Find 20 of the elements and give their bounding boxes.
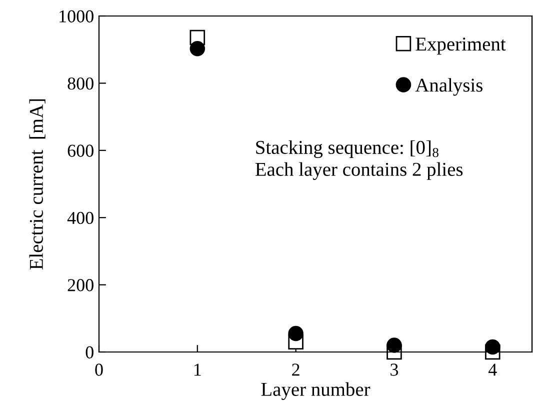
point <box>386 338 402 353</box>
y-tick-label: 200 <box>68 279 94 292</box>
point <box>288 326 304 342</box>
y-tick-label: 400 <box>67 212 94 224</box>
legend-label: Analysis <box>415 78 482 96</box>
y-tick-label: 600 <box>68 144 94 157</box>
x-tick-label: 1 <box>194 364 201 376</box>
point <box>484 339 500 355</box>
x-tick-label: 0 <box>95 364 103 376</box>
annotation: Stacking sequence: [0]$_{8}$ Each layer contains 2 plies <box>255 140 463 180</box>
y-tick-label: 800 <box>68 77 94 90</box>
x-tick-label: 3 <box>390 364 398 376</box>
x-tick-label: 2 <box>292 364 300 376</box>
legend-label: Experiment <box>416 38 506 55</box>
y-tick-label: 0 <box>86 346 94 358</box>
x-tick-label: 4 <box>488 364 497 376</box>
x-axis-title: Layer number <box>261 382 370 400</box>
point <box>190 40 206 56</box>
y-tick-label: 1000 <box>60 10 94 22</box>
y-axis-title: Electric current [mA] <box>29 99 46 270</box>
